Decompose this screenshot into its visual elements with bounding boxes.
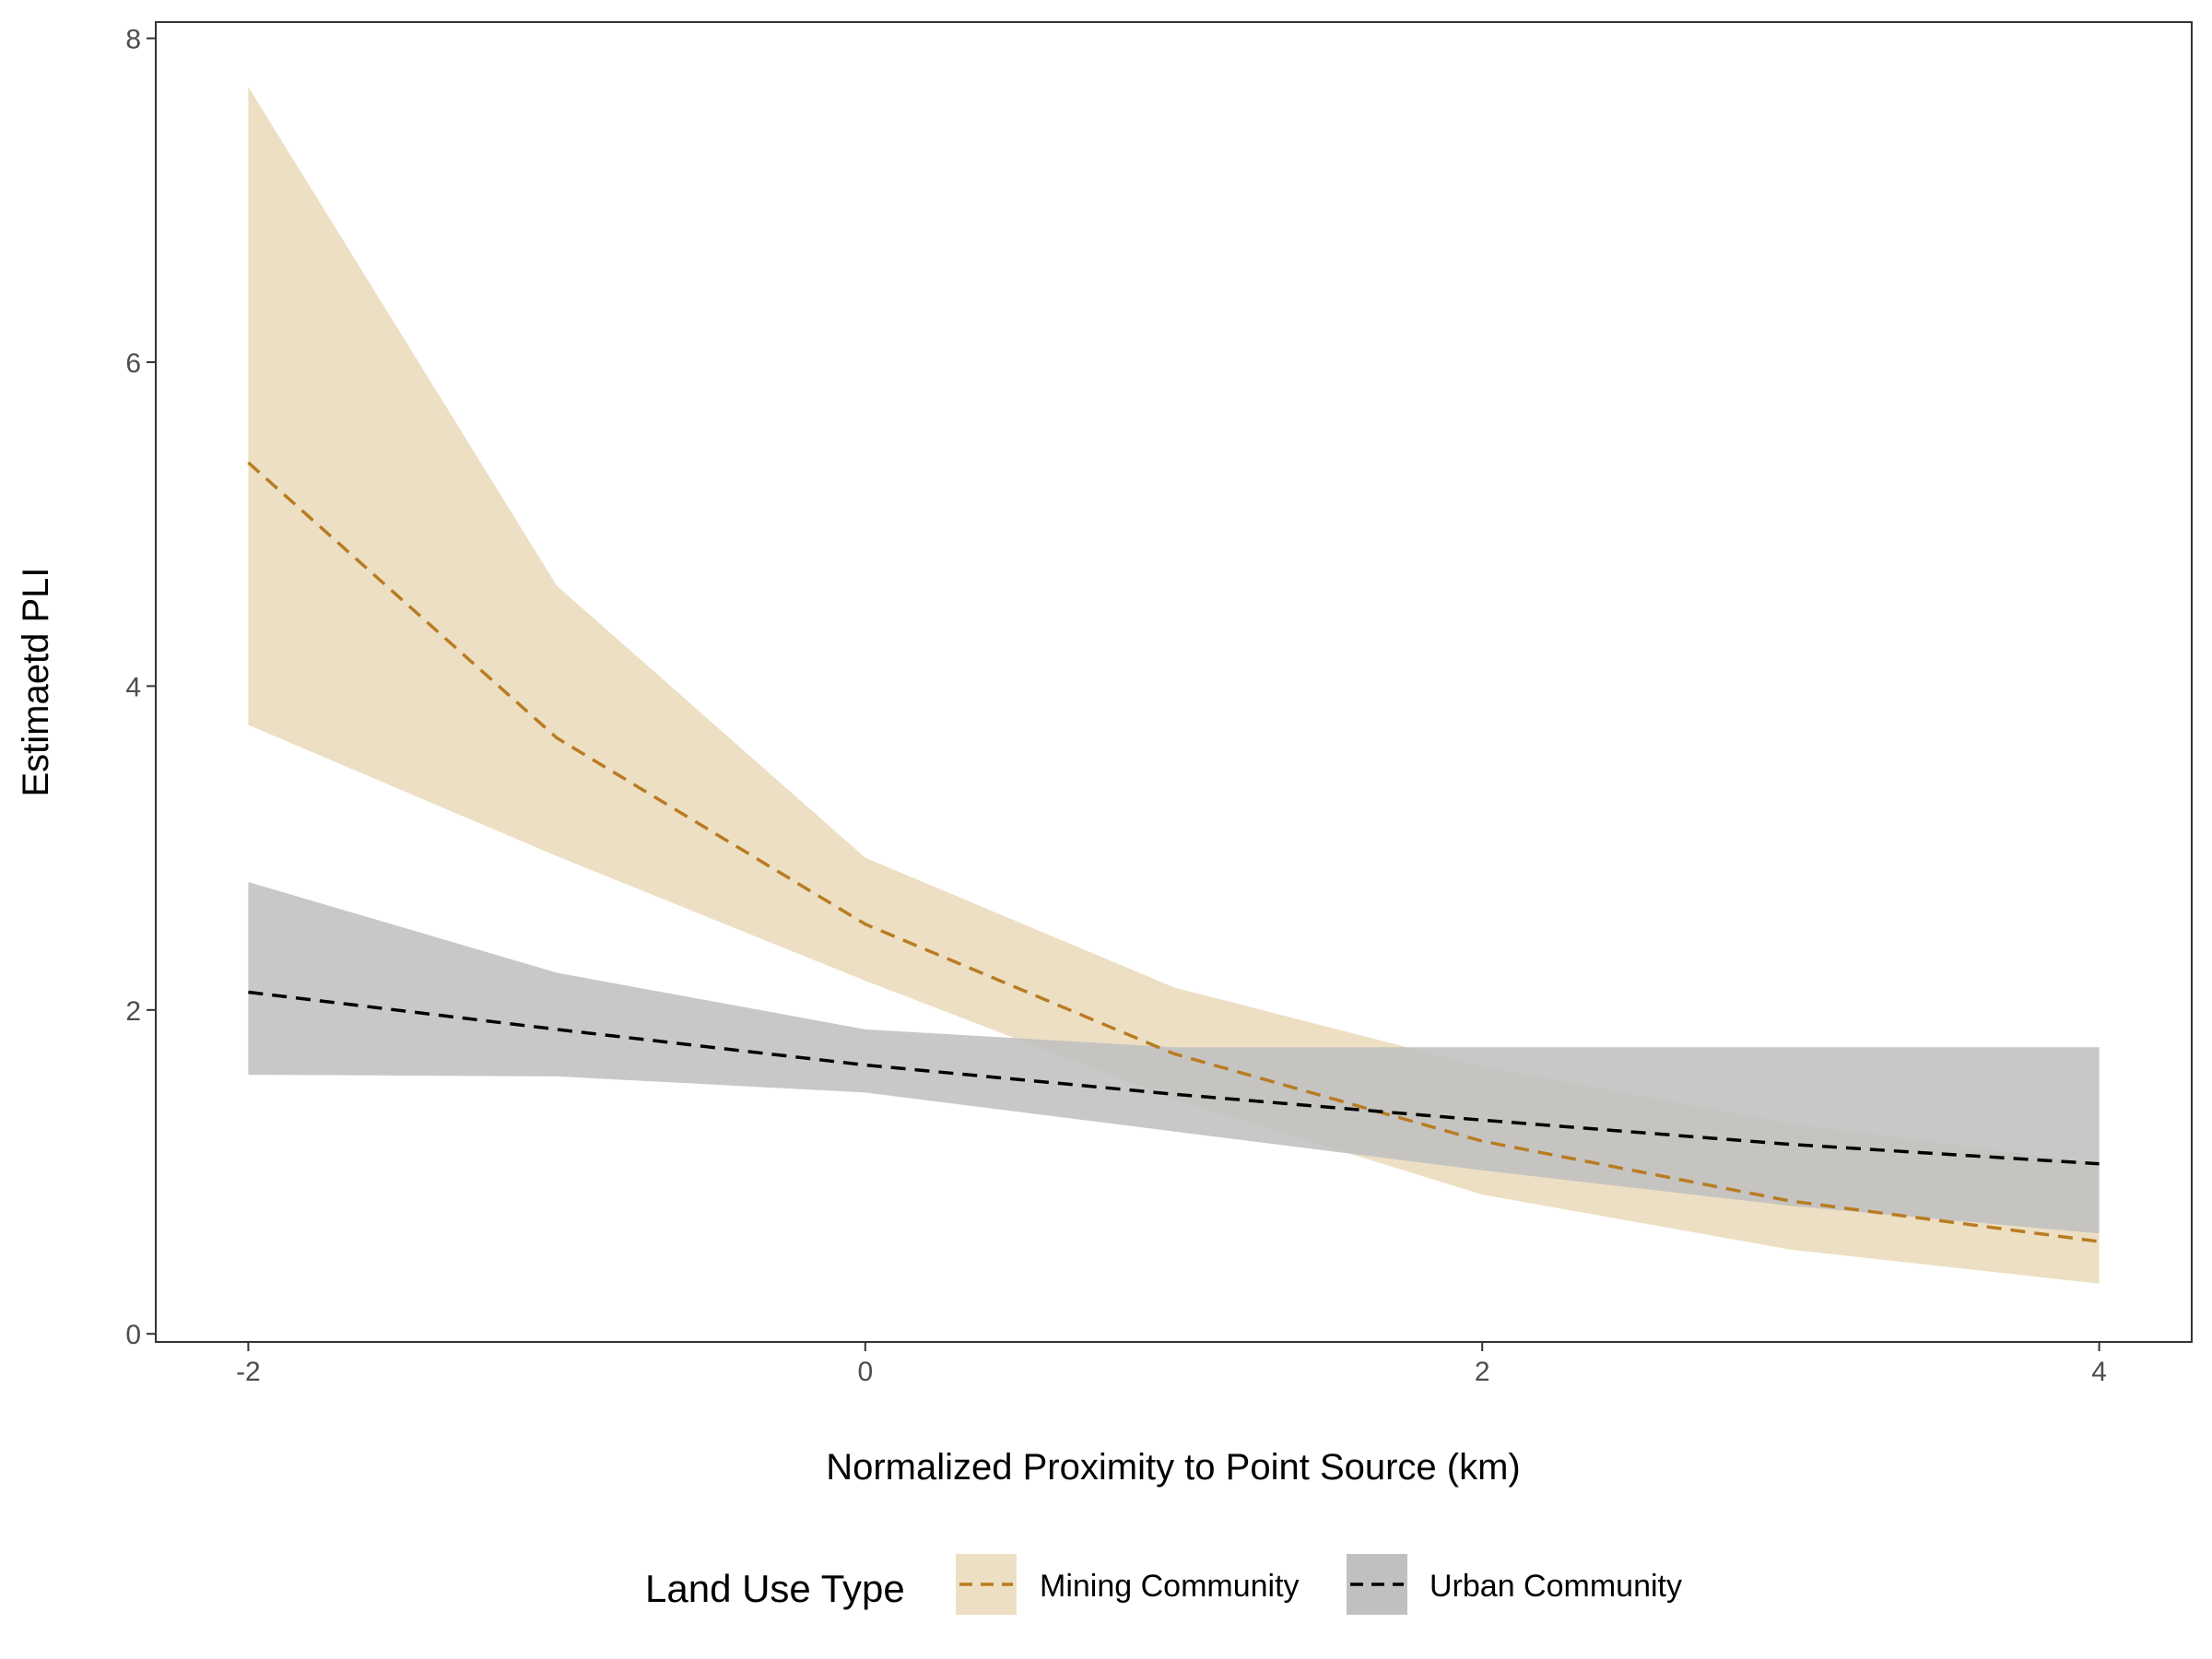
y-tick-label: 0 — [125, 1320, 141, 1350]
y-tick-label: 2 — [125, 996, 141, 1027]
x-axis: -2 0 2 4 — [236, 1342, 2107, 1387]
urban-confidence-ribbon — [248, 881, 2100, 1234]
series-lines — [247, 461, 2100, 1243]
confidence-ribbons — [248, 87, 2100, 1284]
y-tick-label: 6 — [125, 348, 141, 379]
plot-panel-border — [155, 21, 2193, 1343]
y-tick-label: 8 — [125, 25, 141, 55]
legend-item-mining: Mining Community — [956, 1554, 1300, 1615]
x-tick-label: 0 — [857, 1357, 873, 1387]
x-tick-label: -2 — [236, 1357, 261, 1387]
x-tick-label: 4 — [2091, 1357, 2107, 1387]
legend-label-mining: Mining Community — [1040, 1569, 1300, 1604]
y-axis-title: Estimaetd PLI — [16, 567, 56, 796]
x-axis-title: Normalized Proximity to Point Source (km… — [826, 1447, 1521, 1488]
legend: Land Use Type Mining Community Urban Com… — [645, 1554, 1682, 1615]
y-axis: 0 2 4 6 8 — [125, 25, 156, 1350]
mining-estimate-line — [247, 461, 2100, 1243]
legend-item-urban: Urban Community — [1347, 1554, 1682, 1615]
y-tick-label: 4 — [125, 672, 141, 702]
legend-title: Land Use Type — [645, 1567, 905, 1610]
x-tick-label: 2 — [1475, 1357, 1490, 1387]
legend-label-urban: Urban Community — [1430, 1569, 1682, 1604]
